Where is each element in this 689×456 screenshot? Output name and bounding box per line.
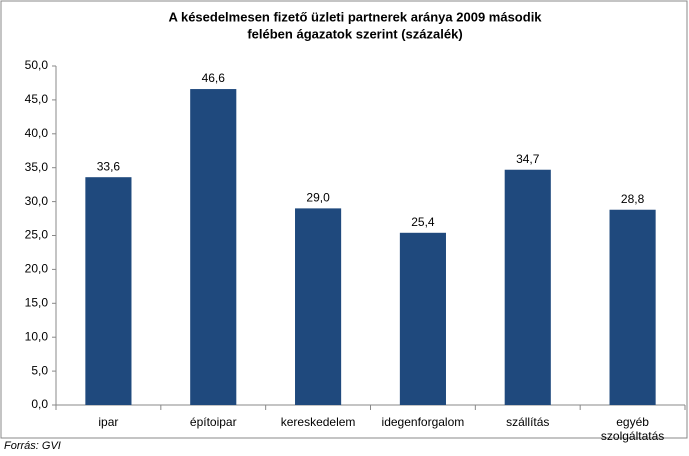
y-tick-label: 40,0 [25,126,49,140]
x-tick-label: szállítás [506,415,550,429]
y-tick-label: 25,0 [25,228,49,242]
data-label: 34,7 [516,152,540,166]
chart-title: A késedelmesen fizető üzleti partnerek a… [168,9,542,24]
data-label: 46,6 [202,71,226,85]
source-note: Forrás: GVI [4,440,61,452]
bar [399,232,446,405]
y-tick-label: 20,0 [25,262,49,276]
y-tick-label: 5,0 [31,363,48,377]
y-tick-label: 35,0 [25,160,49,174]
x-tick-label: építoipar [189,415,237,429]
x-tick-label: kereskedelem [280,415,356,429]
bar [609,209,656,405]
data-label: 28,8 [621,192,645,206]
x-tick-label: idegenforgalom [381,415,465,429]
y-tick-label: 10,0 [25,329,49,343]
data-label: 25,4 [411,215,435,229]
data-label: 29,0 [306,191,330,205]
bar [295,208,342,405]
bar [504,169,551,405]
y-tick-label: 50,0 [25,58,49,72]
data-label: 33,6 [97,159,121,173]
y-tick-label: 30,0 [25,194,49,208]
chart-title: felében ágazatok szerint (százalék) [247,26,462,41]
y-tick-label: 45,0 [25,92,49,106]
x-tick-label: egyéb szolgáltatás [600,415,665,443]
bar [85,177,132,405]
x-tick-label: ipar [98,415,119,429]
y-tick-label: 15,0 [25,295,49,309]
y-tick-label: 0,0 [31,397,48,411]
chart-frame [0,0,688,439]
bar [190,89,237,405]
